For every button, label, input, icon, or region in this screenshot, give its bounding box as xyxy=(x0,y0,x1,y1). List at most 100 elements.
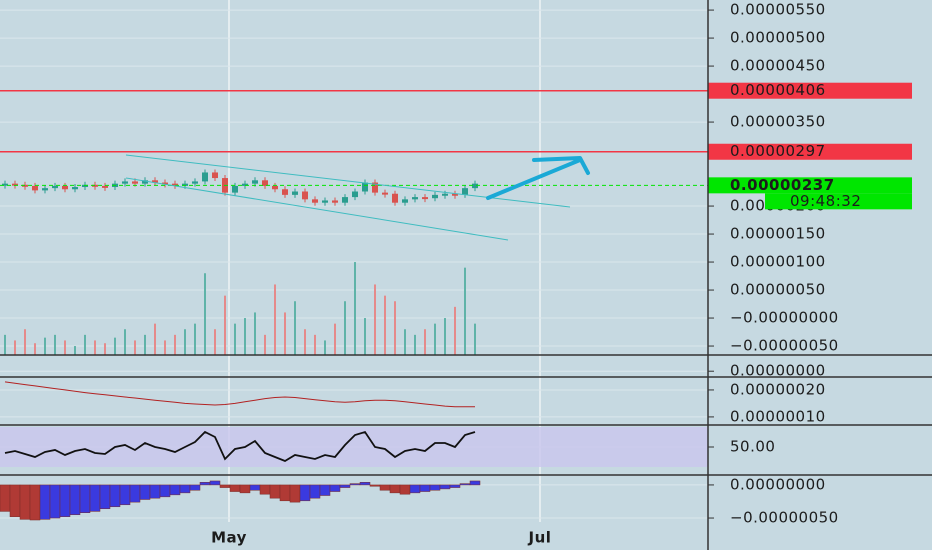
histogram-bar xyxy=(229,484,241,492)
histogram-bar xyxy=(179,484,191,494)
price-badge-label: 0.00000297 xyxy=(730,142,826,160)
volume-bar xyxy=(414,334,416,355)
countdown: 09:48:32 xyxy=(790,192,861,210)
histogram-bar xyxy=(9,484,21,517)
candle xyxy=(242,183,248,186)
histogram-bar xyxy=(319,484,331,496)
y-tick-label: 0.00000050 xyxy=(730,281,826,299)
candle xyxy=(12,183,18,186)
y-tick-label: 0.00000020 xyxy=(730,380,826,398)
volume-bar xyxy=(334,323,336,355)
histogram-bar xyxy=(149,484,161,499)
volume-bar xyxy=(474,323,476,355)
volume-bar xyxy=(324,340,326,355)
volume-bar xyxy=(84,334,86,355)
volume-bar xyxy=(354,262,356,355)
candle xyxy=(282,189,288,195)
indicator-line xyxy=(4,430,476,463)
candle xyxy=(272,185,278,190)
volume-bar xyxy=(154,323,156,355)
histogram-bar xyxy=(259,484,271,495)
histogram-bar xyxy=(469,480,481,486)
y-tick-label: 0.00000010 xyxy=(730,407,826,425)
histogram-bar xyxy=(39,484,51,520)
volume-bar xyxy=(94,340,96,355)
histogram-bar xyxy=(349,483,361,486)
candle xyxy=(382,192,388,195)
volume-bar xyxy=(4,334,6,355)
y-tick-label: −0.00000050 xyxy=(730,337,839,355)
volume-bar xyxy=(104,343,106,355)
volume-bar xyxy=(374,284,376,355)
candle xyxy=(182,183,188,186)
volume-bar xyxy=(44,337,46,355)
candle xyxy=(202,172,208,182)
candle xyxy=(452,193,458,196)
volume-bar xyxy=(384,295,386,355)
y-tick-label: −0.00000000 xyxy=(730,309,839,327)
volume-bar xyxy=(244,318,246,355)
histogram-bar xyxy=(199,482,211,486)
histogram-bar xyxy=(89,484,101,512)
y-tick-label: 0.00000000 xyxy=(730,362,826,380)
candle xyxy=(52,185,58,189)
y-tick-label: 0.00000550 xyxy=(730,1,826,19)
volume-bar xyxy=(144,334,146,355)
volume-bar xyxy=(364,318,366,355)
histogram-bar xyxy=(269,484,281,499)
arrow xyxy=(486,156,590,200)
volume-bar xyxy=(164,340,166,355)
candle xyxy=(212,172,218,179)
x-tick-label: Jul xyxy=(528,529,552,547)
histogram-bar xyxy=(389,484,401,494)
candle xyxy=(392,193,398,203)
channel-lower xyxy=(125,177,509,241)
x-tick-label: May xyxy=(211,529,247,547)
histogram-bar xyxy=(399,484,411,495)
histogram-bar xyxy=(449,484,461,488)
candle xyxy=(152,180,158,183)
histogram-bar xyxy=(239,484,251,494)
volume-bar xyxy=(74,346,76,355)
candle xyxy=(162,182,168,185)
volume-bar xyxy=(124,329,126,355)
candle xyxy=(252,180,258,184)
y-tick-label: 0.00000000 xyxy=(730,475,826,493)
histogram-bar xyxy=(249,484,261,491)
volume-bar xyxy=(64,340,66,355)
volume-bar xyxy=(34,343,36,355)
histogram-bar xyxy=(289,484,301,503)
volume-bar xyxy=(134,340,136,355)
volume-bar xyxy=(274,284,276,355)
candle xyxy=(192,181,198,184)
candle xyxy=(312,199,318,203)
candle xyxy=(402,199,408,203)
price-badge-label: 0.00000237 xyxy=(730,176,835,194)
histogram-bar xyxy=(409,484,421,494)
candle xyxy=(102,185,108,188)
candle xyxy=(322,200,328,203)
channel-upper xyxy=(125,154,571,208)
candle xyxy=(412,197,418,200)
histogram-bar xyxy=(299,484,311,502)
candle xyxy=(72,187,78,190)
candle xyxy=(232,185,238,193)
volume-bar xyxy=(184,329,186,355)
y-tick-label: 0.00000150 xyxy=(730,225,826,243)
histogram-bar xyxy=(459,483,471,486)
candle xyxy=(42,188,48,191)
countdown-badge xyxy=(765,193,912,210)
histogram-bar xyxy=(49,484,61,519)
histogram-bar xyxy=(339,484,351,488)
histogram-bar xyxy=(219,484,231,488)
candle xyxy=(422,197,428,200)
candle xyxy=(302,191,308,200)
candle xyxy=(172,183,178,186)
volume-bar xyxy=(24,329,26,355)
y-tick-label: −0.00000050 xyxy=(730,509,839,527)
y-tick-label: 0.00000350 xyxy=(730,113,826,131)
volume-bar xyxy=(204,273,206,355)
candle xyxy=(2,183,8,186)
